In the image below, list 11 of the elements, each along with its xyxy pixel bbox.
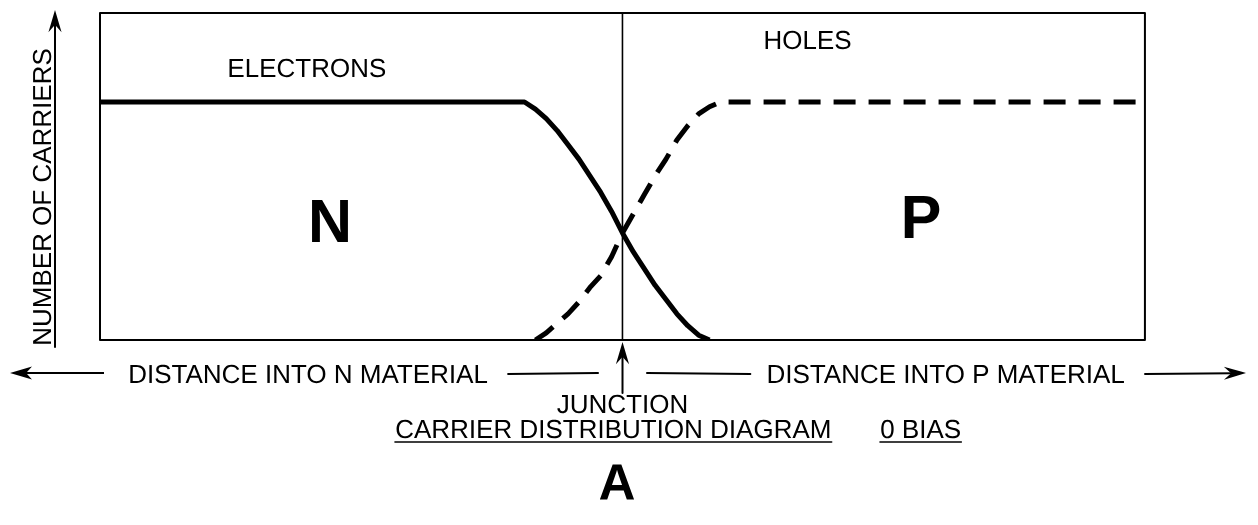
text: CARRIER DISTRIBUTION DIAGRAM <box>396 419 830 439</box>
text: JUNCTION <box>557 394 687 414</box>
annotation: N <box>312 200 348 242</box>
series-label: ELECTRONS <box>229 58 386 78</box>
text: 0 BIAS <box>881 419 960 439</box>
text: DISTANCE INTO P MATERIAL <box>768 364 1124 384</box>
text: HOLES <box>765 30 851 50</box>
text: A <box>599 464 635 500</box>
text: DISTANCE INTO N MATERIAL <box>130 364 488 384</box>
y-axis-title: NUMBER OF CARRIERS <box>32 49 52 344</box>
annotation: P <box>904 196 940 238</box>
